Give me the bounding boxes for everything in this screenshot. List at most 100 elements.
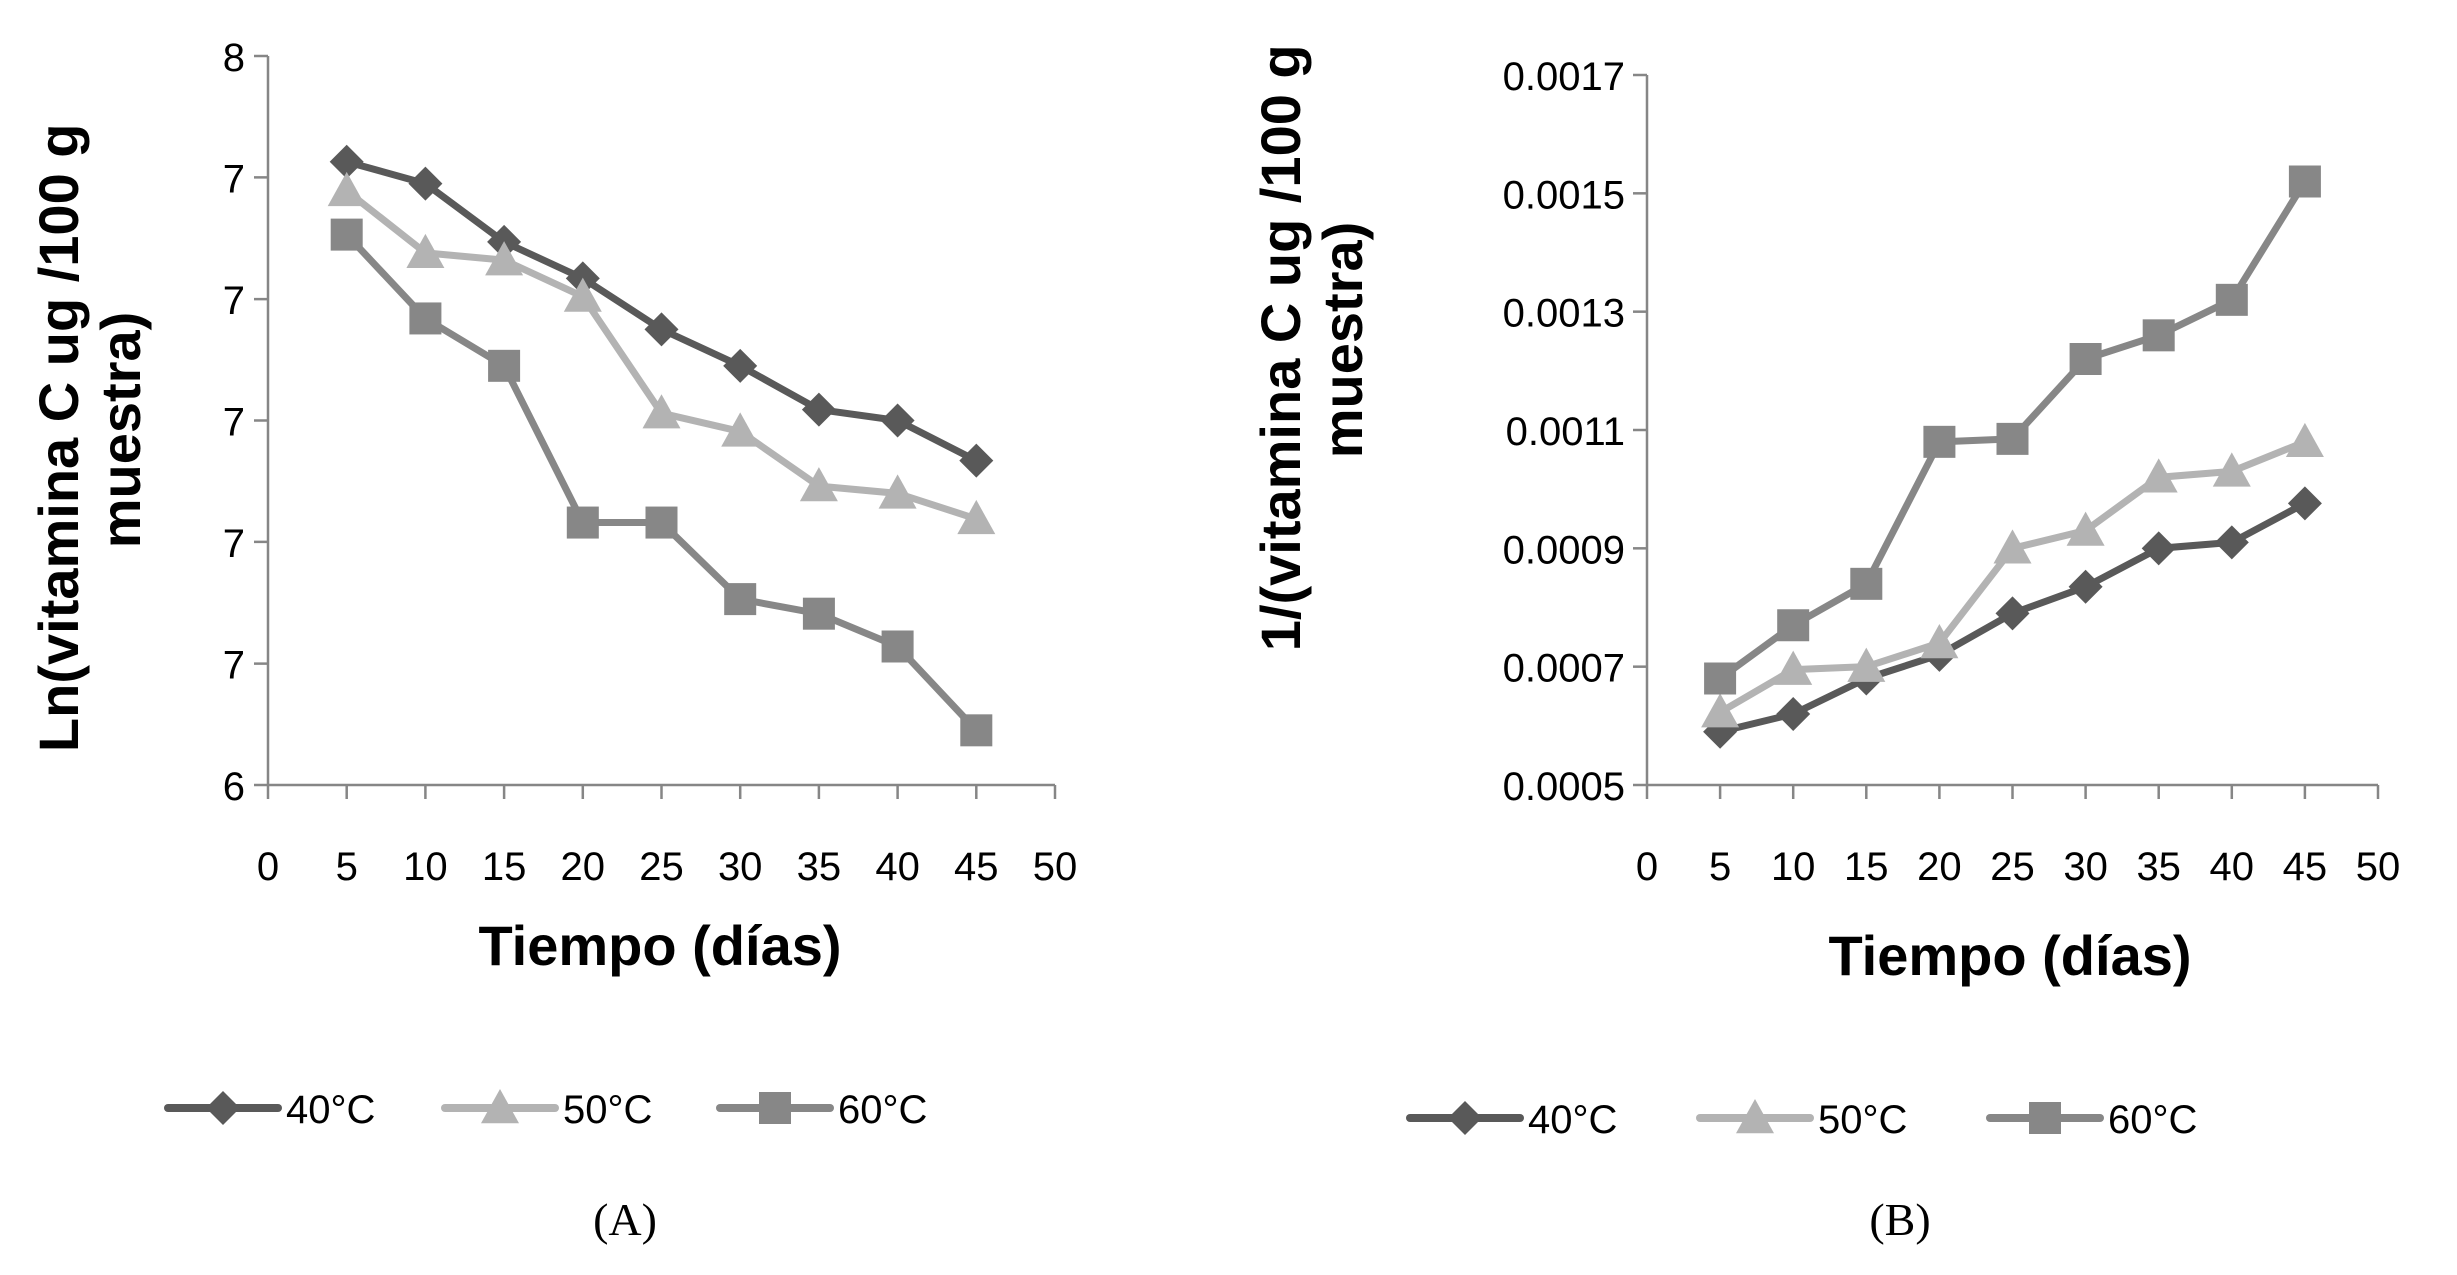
x-tick-label-b: 0	[1636, 845, 1658, 889]
legend-label: 50°C	[563, 1088, 652, 1132]
x-tick-label-a: 10	[403, 845, 448, 889]
data-point-square	[724, 583, 757, 616]
data-point-square	[566, 506, 599, 539]
legend-marker-square	[2029, 1102, 2061, 1134]
data-point-square	[1704, 662, 1737, 695]
data-point-diamond	[329, 144, 364, 179]
data-point-triangle	[2212, 452, 2251, 487]
panel-label-a: (A)	[593, 1194, 657, 1245]
x-axis-title-a: Tiempo (días)	[478, 914, 841, 977]
legend-marker-square	[759, 1092, 791, 1124]
series-a-50c	[327, 171, 996, 535]
y-axis-title-a-line1: Ln(vitamina C ug /100 g	[27, 124, 90, 753]
data-point-triangle	[327, 171, 366, 207]
series-b-50c	[1701, 422, 2324, 728]
data-point-triangle	[2139, 458, 2178, 493]
data-point-square	[2142, 319, 2175, 352]
y-tick-label-a: 7	[223, 279, 245, 323]
y-tick-label-b: 0.0011	[1506, 410, 1625, 454]
data-point-triangle	[485, 241, 524, 276]
data-point-diamond	[723, 348, 758, 383]
data-point-triangle	[721, 412, 760, 447]
series-line	[344, 188, 978, 523]
y-tick-label-a: 6	[223, 765, 245, 809]
series-a-60c	[330, 218, 993, 747]
data-point-diamond	[959, 443, 994, 478]
y-tick-label-b: 0.0017	[1503, 55, 1625, 99]
x-tick-label-b: 30	[2063, 845, 2108, 889]
x-tick-label-a: 5	[336, 845, 358, 889]
x-tick-label-a: 30	[718, 845, 763, 889]
chart-panel-b: 0.0005 0.0007 0.0009 0.0011 0.0013 0.0015 0.00…	[1249, 29, 2401, 1245]
data-point-square	[2288, 165, 2321, 198]
data-point-square	[2069, 343, 2102, 375]
panel-label-b: (B)	[1869, 1194, 1930, 1245]
x-tick-label-a: 25	[639, 845, 684, 889]
x-tick-label-a: 45	[954, 845, 999, 889]
x-tick-label-b: 20	[1917, 845, 1962, 889]
y-axis-title-a: Ln(vitamina C ug /100 g muestra)	[27, 108, 152, 752]
data-point-diamond	[880, 403, 915, 438]
y-tick-label-b: 0.0013	[1503, 292, 1625, 336]
data-point-diamond	[2287, 486, 2322, 521]
y-axis-title-b-line1: 1/(vitamina C ug /100 g	[1249, 44, 1312, 651]
data-point-triangle	[1847, 647, 1886, 682]
data-point-square	[1777, 609, 1810, 642]
data-point-square	[488, 349, 521, 382]
x-tick-label-a: 50	[1033, 845, 1078, 889]
x-tick-label-a: 15	[482, 845, 527, 889]
data-point-square	[802, 597, 835, 630]
legend-item: 50°C	[1696, 1098, 1907, 1142]
legend-item: 40°C	[164, 1088, 375, 1132]
x-tick-label-b: 25	[1990, 845, 2035, 889]
x-tick-label-b: 50	[2356, 845, 2401, 889]
legend-item: 60°C	[716, 1088, 927, 1132]
x-tick-label-b: 35	[2136, 845, 2181, 889]
y-tick-label-b: 0.0015	[1503, 173, 1625, 217]
y-axis-title-a-line2: muestra)	[89, 312, 152, 549]
legend-a: 40°C 50°C 60°C	[164, 1088, 927, 1132]
y-tick-label-b: 0.0005	[1503, 765, 1625, 809]
x-tick-label-b: 40	[2210, 845, 2255, 889]
y-tick-label-a: 7	[223, 522, 245, 566]
data-point-diamond	[1776, 697, 1811, 731]
data-point-triangle	[1774, 650, 1813, 685]
x-tick-label-a: 35	[797, 845, 842, 889]
legend-marker-diamond	[206, 1091, 240, 1125]
data-point-triangle	[642, 394, 681, 429]
legend-item: 50°C	[441, 1088, 652, 1132]
legend-label: 60°C	[2108, 1098, 2197, 1142]
data-point-square	[1850, 567, 1883, 600]
data-point-square	[645, 506, 678, 539]
data-point-square	[2215, 283, 2248, 316]
x-axis-title-b: Tiempo (días)	[1828, 924, 2191, 987]
data-point-diamond	[801, 392, 836, 427]
data-point-square	[330, 218, 363, 251]
data-point-triangle	[957, 499, 996, 535]
x-tick-label-a: 20	[561, 845, 606, 889]
data-point-square	[881, 630, 914, 663]
legend-marker-triangle	[481, 1089, 519, 1124]
data-point-triangle	[406, 233, 445, 269]
plot-area-a: 6 7 7 7 7 7 8 0 5 10 15 20 25 30 35 40 45 50	[223, 36, 1078, 889]
y-tick-label-a: 7	[223, 157, 245, 201]
plot-area-b: 0.0005 0.0007 0.0009 0.0011 0.0013 0.0015 0.00…	[1503, 55, 2401, 889]
data-point-diamond	[644, 312, 679, 347]
data-point-triangle	[1993, 529, 2032, 564]
y-axis-title-b-line2: muestra)	[1311, 222, 1374, 459]
legend-item: 60°C	[1986, 1098, 2197, 1142]
x-tick-label-b: 45	[2283, 845, 2328, 889]
x-tick-label-a: 40	[875, 845, 920, 889]
x-tick-label-b: 5	[1709, 845, 1731, 889]
series-b-60c	[1704, 165, 2321, 695]
data-point-triangle	[1701, 693, 1740, 728]
y-axis-title-b: 1/(vitamina C ug /100 g muestra)	[1249, 29, 1374, 651]
data-point-square	[409, 302, 442, 335]
x-tick-label-a: 0	[257, 845, 279, 889]
y-tick-label-a: 8	[223, 36, 245, 80]
data-point-square	[1923, 425, 1956, 458]
data-point-diamond	[2141, 531, 2176, 566]
y-tick-label-a: 7	[223, 644, 245, 688]
y-tick-label-a: 7	[223, 401, 245, 445]
